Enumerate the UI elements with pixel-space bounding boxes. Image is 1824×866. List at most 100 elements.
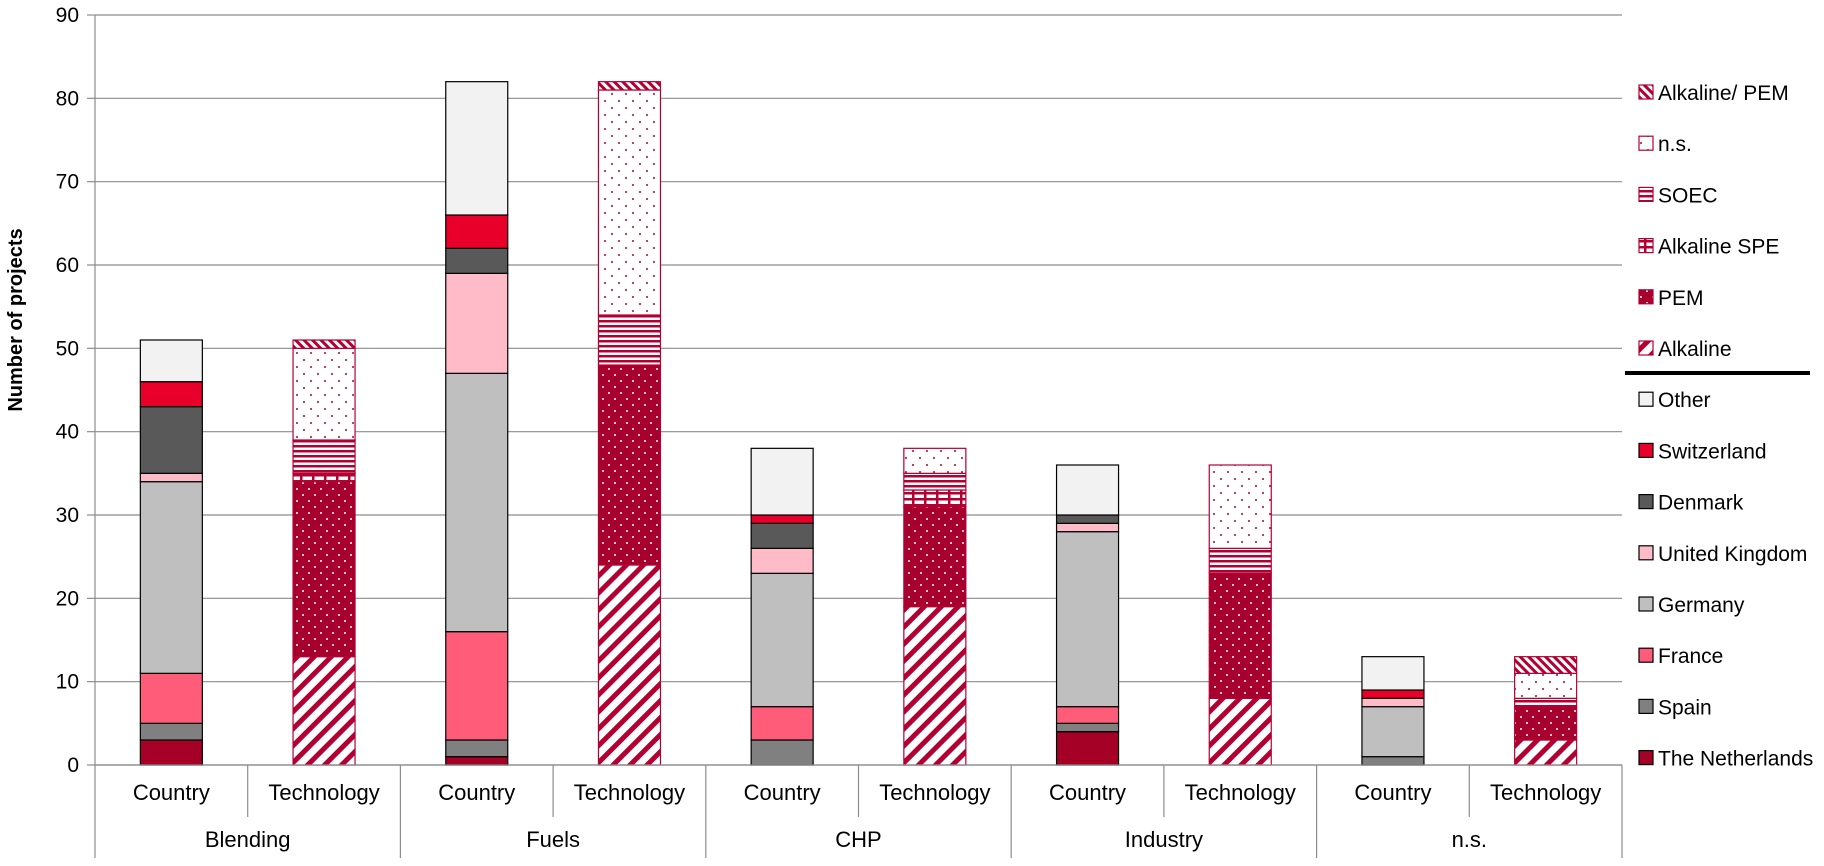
segment-chp-technology-n-s: [903, 447, 967, 474]
legend-swatch-n-s: [1638, 135, 1654, 151]
segment-n-s-country-other: [1361, 656, 1425, 691]
segment-blending-country-united-kingdom: [139, 472, 203, 483]
x-group-label-blending: Blending: [205, 827, 291, 852]
x-sub-label-n-s-country: Country: [1354, 780, 1431, 805]
segment-chp-country-denmark: [750, 522, 814, 549]
segment-chp-technology-alkaline: [903, 606, 967, 766]
bar-chp-country: [750, 447, 814, 766]
segment-n-s-technology-pem: [1514, 706, 1578, 741]
legend-swatch-pem: [1638, 289, 1654, 305]
legend-swatch-spain: [1638, 698, 1654, 715]
segment-fuels-technology-alkaline-pem: [597, 81, 662, 91]
segment-industry-technology-pem: [1208, 572, 1272, 699]
legend-item-switzerland: Switzerland: [1638, 440, 1767, 463]
legend-swatch-united-kingdom: [1638, 545, 1654, 561]
y-tick-label-70: 70: [56, 171, 79, 194]
legend-label-n-s: n.s.: [1658, 133, 1692, 156]
legend-swatch-alkaline-spe: [1638, 238, 1654, 254]
segment-fuels-country-other: [445, 81, 509, 216]
x-group-label-industry: Industry: [1125, 827, 1203, 852]
segment-n-s-country-germany: [1361, 706, 1425, 758]
segment-n-s-country-united-kingdom: [1361, 697, 1425, 708]
segment-fuels-country-switzerland: [445, 214, 509, 249]
legend-swatch-the-netherlands: [1638, 749, 1654, 766]
legend-label-spain: Spain: [1658, 696, 1712, 719]
legend-item-germany: Germany: [1638, 594, 1745, 617]
segment-fuels-technology-alkaline: [597, 564, 662, 766]
segment-blending-technology-pem: [292, 481, 356, 658]
segment-industry-technology-soec: [1208, 547, 1272, 574]
x-sub-label-fuels-technology: Technology: [574, 780, 685, 805]
segment-n-s-technology-alkaline-pem: [1514, 656, 1578, 674]
segment-chp-technology-soec: [903, 472, 967, 491]
segment-blending-country-switzerland: [139, 381, 203, 408]
segment-industry-country-france: [1055, 706, 1120, 724]
segment-n-s-country-switzerland: [1361, 689, 1425, 699]
segment-fuels-country-germany: [445, 372, 509, 633]
segment-n-s-technology-soec: [1514, 697, 1578, 708]
segment-chp-country-other: [750, 447, 814, 516]
x-axis: Country Technology Blending Country Technolo…: [94, 764, 1623, 858]
legend-swatch-france: [1638, 647, 1654, 663]
legend-item-the-netherlands: The Netherlands: [1638, 748, 1813, 771]
segment-chp-technology-alkaline-spe: [903, 489, 967, 508]
legend-item-n-s: n.s.: [1638, 133, 1692, 156]
segment-blending-technology-alkaline-pem: [292, 339, 356, 349]
x-sub-label-fuels-country: Country: [438, 780, 515, 805]
bar-industry-country: [1055, 464, 1120, 766]
x-sub-label-blending-country: Country: [133, 780, 210, 805]
segment-fuels-country-france: [445, 631, 509, 741]
y-tick-label-40: 40: [56, 421, 79, 444]
legend-label-other: Other: [1658, 389, 1711, 412]
legend-swatch-soec: [1638, 186, 1654, 202]
bar-blending-technology: [292, 339, 356, 766]
legend-item-united-kingdom: United Kingdom: [1638, 543, 1807, 566]
legend-label-france: France: [1658, 645, 1723, 668]
segment-fuels-country-denmark: [445, 247, 509, 274]
x-sub-label-blending-technology: Technology: [268, 780, 379, 805]
legend-label-soec: SOEC: [1658, 184, 1718, 207]
segment-blending-country-other: [139, 339, 203, 383]
legend-label-germany: Germany: [1658, 594, 1745, 617]
legend-item-alkaline-pem: Alkaline/ PEM: [1638, 82, 1789, 105]
legend-label-alkaline-pem: Alkaline/ PEM: [1658, 82, 1789, 105]
bar-fuels-technology: [597, 81, 662, 766]
legend-swatch-alkaline: [1638, 340, 1654, 356]
legend-swatch-denmark: [1638, 494, 1654, 510]
y-axis-ticks: 0 10 20 30 40 50 60 70 80 90: [56, 4, 96, 777]
x-group-label-n-s: n.s.: [1452, 827, 1487, 852]
legend-swatch-switzerland: [1638, 442, 1654, 458]
legend-label-switzerland: Switzerland: [1658, 440, 1767, 463]
y-axis-title: Number of projects: [5, 228, 27, 411]
legend-item-pem: PEM: [1638, 287, 1704, 310]
y-tick-label-90: 90: [56, 4, 79, 27]
legend-label-the-netherlands: The Netherlands: [1658, 748, 1813, 771]
y-tick-label-20: 20: [56, 587, 79, 610]
y-tick-label-50: 50: [56, 337, 79, 360]
segment-industry-country-other: [1055, 464, 1120, 516]
y-tick-label-0: 0: [67, 754, 79, 777]
y-tick-label-80: 80: [56, 87, 79, 110]
segment-fuels-country-spain: [445, 739, 509, 758]
segment-chp-country-united-kingdom: [750, 547, 814, 574]
segment-fuels-technology-soec: [597, 314, 662, 366]
x-group-label-fuels: Fuels: [526, 827, 580, 852]
segment-industry-country-spain: [1055, 722, 1120, 733]
legend-label-alkaline: Alkaline: [1658, 338, 1732, 361]
x-sub-label-industry-country: Country: [1049, 780, 1126, 805]
legend-label-pem: PEM: [1658, 287, 1704, 310]
legend-label-united-kingdom: United Kingdom: [1658, 543, 1807, 566]
segment-fuels-technology-n-s: [597, 89, 662, 316]
segment-chp-technology-pem: [903, 506, 967, 608]
x-sub-label-industry-technology: Technology: [1185, 780, 1296, 805]
segment-fuels-country-the-netherlands: [445, 756, 509, 766]
segment-industry-country-the-netherlands: [1055, 731, 1120, 766]
y-tick-label-60: 60: [56, 254, 79, 277]
segment-fuels-country-united-kingdom: [445, 272, 509, 374]
legend: Alkaline/ PEM n.s. SOEC Alkaline SPE PEM Alka…: [1625, 82, 1813, 771]
legend-swatch-other: [1638, 391, 1654, 407]
segment-industry-technology-n-s: [1208, 464, 1272, 549]
segment-n-s-technology-n-s: [1514, 672, 1578, 699]
segment-industry-country-denmark: [1055, 514, 1120, 524]
